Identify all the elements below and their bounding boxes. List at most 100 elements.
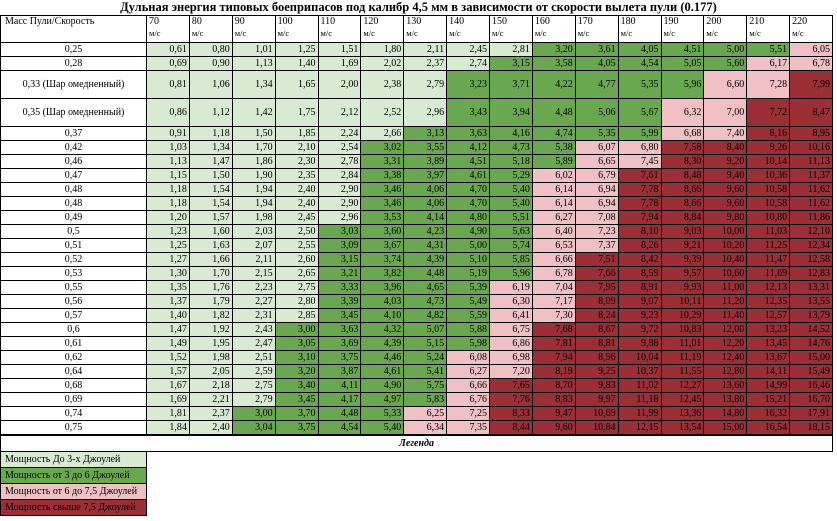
speed-value: 120 [363,16,379,28]
energy-cell: 1,92 [188,322,233,337]
energy-cell: 8,70 [531,378,576,393]
mass-cell: 0,53 [0,266,147,281]
energy-cell: 3,87 [317,364,362,379]
energy-cell: 9,57 [660,266,705,281]
energy-cell: 4,39 [360,336,405,351]
energy-cell: 11,86 [789,210,833,225]
energy-cell: 3,94 [489,98,533,127]
energy-cell: 6,53 [531,238,576,253]
energy-cell: 3,45 [274,392,319,407]
energy-cell: 2,85 [274,308,319,323]
energy-cell: 1,94 [231,182,276,197]
energy-cell: 4,17 [317,392,362,407]
energy-cell: 6,30 [489,294,533,309]
energy-cell: 7,95 [574,280,619,295]
energy-cell: 9,97 [574,392,619,407]
energy-cell: 6,66 [531,252,576,267]
energy-cell: 12,27 [660,378,705,393]
table-row: 0,6 1,47 1,92 2,43 3,00 3,63 4,32 5,07 5,88 6,75 7… [0,322,833,337]
energy-cell: 11,18 [617,392,662,407]
mass-cell: 0,33 (Шар омедненный) [0,70,147,99]
energy-cell: 5,51 [746,42,791,57]
speed-value: 200 [706,16,722,28]
energy-cell: 1,90 [231,168,276,183]
energy-cell: 1,03 [146,140,190,155]
energy-cell: 5,75 [403,378,448,393]
energy-cell: 5,35 [617,70,662,99]
energy-cell: 8,40 [703,140,748,155]
energy-cell: 18,15 [789,420,833,435]
speed-unit: м/с [406,28,418,38]
energy-cell: 5,15 [403,336,448,351]
mass-cell: 0,48 [0,196,147,211]
energy-cell: 2,21 [188,392,233,407]
energy-cell: 1,47 [146,322,190,337]
speed-unit: м/с [234,28,247,38]
table-row: 0,51 1,25 1,63 2,07 2,55 3,09 3,67 4,31 5,00 5,74… [0,238,833,253]
energy-cell: 12,58 [789,252,833,267]
energy-cell: 6,79 [574,168,619,183]
energy-cell: 3,33 [317,280,362,295]
table-row: 0,74 1,81 2,37 3,00 3,70 4,48 5,33 6,25 7,25 8,33… [0,406,833,421]
energy-cell: 3,96 [360,280,405,295]
energy-cell: 0,61 [146,42,190,57]
energy-cell: 4,06 [403,196,448,211]
speed-header-90: 90 м/с [231,15,276,43]
energy-cell: 4,82 [403,308,448,323]
energy-cell: 9,60 [703,196,748,211]
energy-cell: 4,65 [403,280,448,295]
energy-cell: 4,80 [446,210,490,225]
mass-cell: 0,35 (Шар омедненный) [0,98,147,127]
energy-cell: 4,46 [360,350,405,365]
energy-cell: 2,90 [317,196,362,211]
energy-cell: 4,90 [360,378,405,393]
energy-cell: 3,58 [531,56,576,71]
energy-cell: 2,03 [231,224,276,239]
energy-cell: 12,20 [703,336,748,351]
energy-cell: 2,55 [274,238,319,253]
energy-cell: 1,69 [317,56,362,71]
energy-cell: 4,05 [574,56,619,71]
speed-header-190: 190 м/с [660,15,705,43]
energy-cell: 7,72 [746,98,791,127]
energy-cell: 8,66 [660,196,705,211]
energy-cell: 3,45 [317,308,362,323]
speed-header-70: 70 м/с [146,15,190,43]
energy-cell: 8,96 [574,350,619,365]
energy-cell: 15,21 [746,392,791,407]
energy-cell: 5,10 [446,252,490,267]
energy-cell: 8,09 [574,294,619,309]
mass-cell: 0,75 [0,420,147,435]
energy-cell: 12,80 [703,364,748,379]
energy-cell: 5,00 [703,42,748,57]
legend-item-4: Мощность свыше 7,5 Джоулей [0,499,147,516]
legend-item-3: Мощность от 6 до 7,5 Джоулей [0,483,147,500]
header-row: Масс Пули/Скорость 70 м/с 80 м/с 90 м/с 100 м/с… [0,15,833,43]
energy-cell: 9,25 [574,364,619,379]
energy-cell: 9,20 [703,154,748,169]
mass-cell: 0,6 [0,322,147,337]
energy-cell: 5,40 [489,182,533,197]
energy-cell: 1,63 [188,238,233,253]
speed-header-220: 220 м/с [789,15,833,43]
energy-cell: 15,00 [703,420,748,435]
legend-title: Легенда [0,435,834,452]
table-title: Дульная энергия типовых боеприпасов под … [120,0,717,14]
table-row: 0,48 1,18 1,54 1,94 2,40 2,90 3,46 4,06 4,70 5,40… [0,196,833,211]
energy-cell: 11,62 [789,196,833,211]
energy-cell: 6,05 [789,42,833,57]
energy-cell: 6,68 [660,126,705,141]
energy-cell: 3,23 [446,70,490,99]
speed-header-210: 210 м/с [746,15,791,43]
energy-cell: 2,31 [231,308,276,323]
energy-cell: 8,91 [617,280,662,295]
energy-cell: 4,48 [531,98,576,127]
energy-cell: 7,28 [746,70,791,99]
mass-cell: 0,47 [0,168,147,183]
energy-cell: 1,70 [188,266,233,281]
energy-cell: 11,03 [746,224,791,239]
energy-cell: 12,34 [789,238,833,253]
mass-cell: 0,46 [0,154,147,169]
energy-cell: 7,99 [789,70,833,99]
